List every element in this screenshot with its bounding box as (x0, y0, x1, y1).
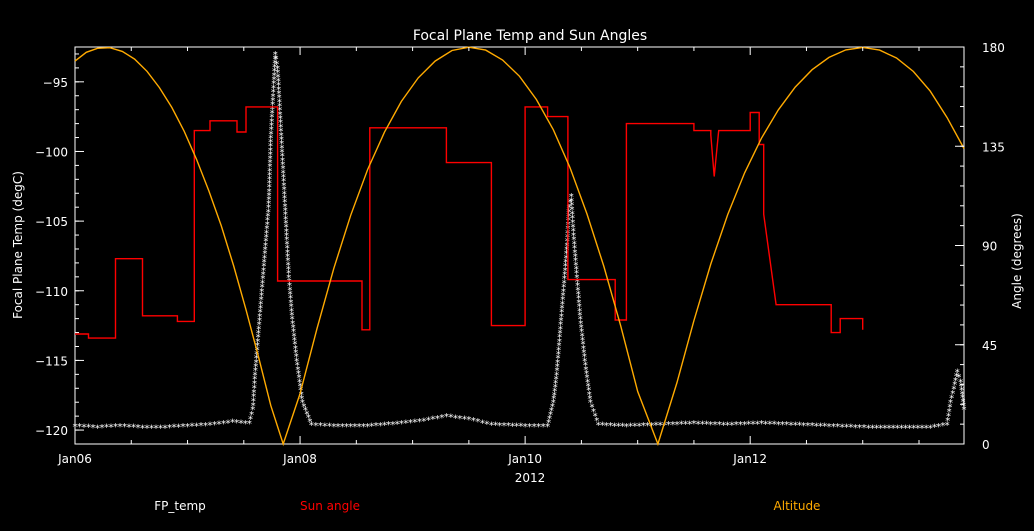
y-left-axis-label: Focal Plane Temp (degC) (11, 171, 25, 319)
x-tick-label: Jan12 (732, 452, 767, 466)
y-right-tick-label: 90 (982, 240, 997, 254)
y-right-tick-label: 0 (982, 438, 990, 452)
legend-item-altitude: Altitude (774, 499, 821, 513)
y-left-tick-label: −95 (43, 76, 68, 90)
y-left-tick-label: −105 (35, 215, 68, 229)
x-tick-label: Jan10 (507, 452, 542, 466)
fp-temp-point: * (962, 405, 967, 416)
y-right-tick-label: 180 (982, 41, 1005, 55)
y-right-tick-label: 135 (982, 140, 1005, 154)
x-axis-label: 2012 (515, 471, 546, 485)
y-left-tick-label: −120 (35, 424, 68, 438)
x-tick-label: Jan06 (57, 452, 92, 466)
y-right-tick-label: 45 (982, 339, 997, 353)
legend-item-fp-temp: FP_temp (154, 499, 206, 513)
y-left-tick-label: −110 (35, 285, 68, 299)
y-left-tick-label: −100 (35, 145, 68, 159)
x-tick-label: Jan08 (282, 452, 317, 466)
chart-title: Focal Plane Temp and Sun Angles (413, 28, 647, 44)
legend-item-sun-angle: Sun angle (300, 499, 360, 513)
y-right-axis-label: Angle (degrees) (1010, 213, 1024, 309)
y-left-tick-label: −115 (35, 354, 68, 368)
